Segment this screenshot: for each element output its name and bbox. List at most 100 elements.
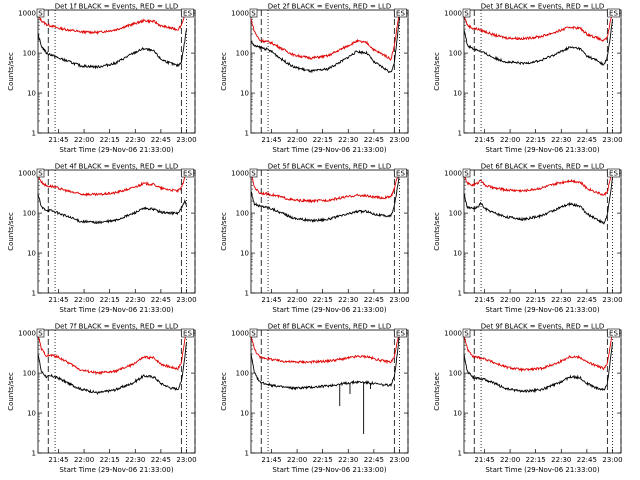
end-marker-box <box>607 8 620 18</box>
start-marker-label: S <box>38 330 43 338</box>
y-tick-label: 100 <box>23 210 36 218</box>
y-tick-label: 1 <box>32 450 36 458</box>
y-tick-label: 10 <box>27 90 36 98</box>
y-tick-label: 100 <box>449 210 462 218</box>
chart-title: Det 1f BLACK = Events, RED = LLD <box>55 3 178 11</box>
y-tick-label: 1 <box>458 450 462 458</box>
x-tick-label: 22:30 <box>338 296 358 304</box>
end-marker-label: ES <box>183 10 192 18</box>
series-line-events <box>250 174 400 223</box>
x-tick-label: 23:00 <box>389 296 409 304</box>
x-tick-label: 23:00 <box>176 456 196 464</box>
start-marker-box <box>36 8 45 18</box>
y-tick-label: 1000 <box>18 170 36 178</box>
x-axis-label: Start Time (29-Nov-06 21:33:00) <box>59 146 173 154</box>
x-tick-label: 22:30 <box>125 296 145 304</box>
x-tick-label: 21:45 <box>261 136 281 144</box>
start-marker-box <box>249 8 258 18</box>
y-tick-label: 1 <box>32 130 36 138</box>
chart-title: Det 2f BLACK = Events, RED = LLD <box>268 3 391 11</box>
series-line-lld <box>250 13 400 61</box>
x-tick-label: 21:45 <box>261 456 281 464</box>
x-tick-label: 22:00 <box>287 136 307 144</box>
x-axis-label: Start Time (29-Nov-06 21:33:00) <box>485 146 599 154</box>
end-marker-box <box>607 168 620 178</box>
series-line-lld <box>38 172 187 197</box>
x-tick-label: 22:15 <box>100 136 120 144</box>
x-tick-label: 22:00 <box>287 296 307 304</box>
start-marker-label: S <box>464 10 469 18</box>
x-tick-label: 21:45 <box>474 136 494 144</box>
series-line-lld <box>37 331 187 376</box>
end-marker-label: ES <box>396 170 405 178</box>
y-tick-label: 1000 <box>231 170 249 178</box>
plot-frame <box>37 329 196 454</box>
detector-chart-6: Det 6f BLACK = Events, RED = LLD Counts/s… <box>433 163 623 315</box>
y-tick-label: 100 <box>449 50 462 58</box>
y-tick-label: 1000 <box>444 10 462 18</box>
series-line-events <box>37 193 187 225</box>
end-marker-label: ES <box>396 10 405 18</box>
x-tick-label: 22:00 <box>74 296 94 304</box>
start-marker-label: S <box>38 170 43 178</box>
x-tick-label: 22:15 <box>100 296 120 304</box>
start-marker-label: S <box>464 170 469 178</box>
plot-frame <box>250 169 409 294</box>
x-tick-label: 22:45 <box>364 456 384 464</box>
detector-chart-1: Det 1f BLACK = Events, RED = LLD Counts/s… <box>7 3 197 155</box>
start-marker-box <box>462 8 471 18</box>
y-tick-label: 10 <box>27 250 36 258</box>
series-line-events <box>37 341 187 395</box>
y-tick-label: 100 <box>23 370 36 378</box>
x-tick-label: 22:45 <box>364 296 384 304</box>
x-tick-label: 21:45 <box>48 136 68 144</box>
x-tick-label: 21:45 <box>48 456 68 464</box>
end-marker-box <box>181 8 194 18</box>
plot-frame <box>37 9 196 134</box>
start-marker-label: S <box>251 10 256 18</box>
series-line-events <box>463 19 613 66</box>
start-marker-box <box>36 168 45 178</box>
x-tick-label: 22:15 <box>100 456 120 464</box>
x-axis-label: Start Time (29-Nov-06 21:33:00) <box>272 466 386 474</box>
end-marker-box <box>607 328 620 338</box>
y-axis-label: Counts/sec <box>433 52 441 91</box>
series-line-lld <box>250 331 400 365</box>
end-marker-box <box>394 328 407 338</box>
y-tick-label: 1 <box>245 130 249 138</box>
y-axis-label: Counts/sec <box>220 52 228 91</box>
series-line-lld <box>463 11 613 43</box>
x-tick-label: 22:00 <box>287 456 307 464</box>
x-tick-label: 23:00 <box>176 136 196 144</box>
x-tick-label: 22:00 <box>74 456 94 464</box>
y-tick-label: 1000 <box>18 330 36 338</box>
y-tick-label: 1000 <box>444 330 462 338</box>
y-tick-label: 1 <box>458 130 462 138</box>
series-line-lld <box>463 171 613 197</box>
y-tick-label: 10 <box>27 410 36 418</box>
x-tick-label: 22:30 <box>125 456 145 464</box>
y-tick-label: 10 <box>240 250 249 258</box>
x-tick-label: 22:15 <box>526 136 546 144</box>
chart-title: Det 6f BLACK = Events, RED = LLD <box>481 163 604 171</box>
x-tick-label: 22:30 <box>551 456 571 464</box>
y-tick-label: 100 <box>236 210 249 218</box>
series-line-events <box>250 16 400 74</box>
y-tick-label: 100 <box>23 50 36 58</box>
y-tick-label: 1 <box>32 290 36 298</box>
series-line-events <box>463 341 613 394</box>
start-marker-box <box>462 168 471 178</box>
start-marker-label: S <box>38 10 43 18</box>
x-tick-label: 22:45 <box>364 136 384 144</box>
x-tick-label: 22:15 <box>313 456 333 464</box>
y-axis-label: Counts/sec <box>433 212 441 251</box>
x-axis-label: Start Time (29-Nov-06 21:33:00) <box>59 466 173 474</box>
y-tick-label: 1000 <box>231 330 249 338</box>
x-tick-label: 22:45 <box>151 136 171 144</box>
x-tick-label: 22:30 <box>338 136 358 144</box>
plot-frame <box>37 169 196 294</box>
end-marker-box <box>394 168 407 178</box>
end-marker-box <box>394 8 407 18</box>
series-line-events <box>37 29 187 70</box>
chart-title: Det 7f BLACK = Events, RED = LLD <box>55 323 178 331</box>
